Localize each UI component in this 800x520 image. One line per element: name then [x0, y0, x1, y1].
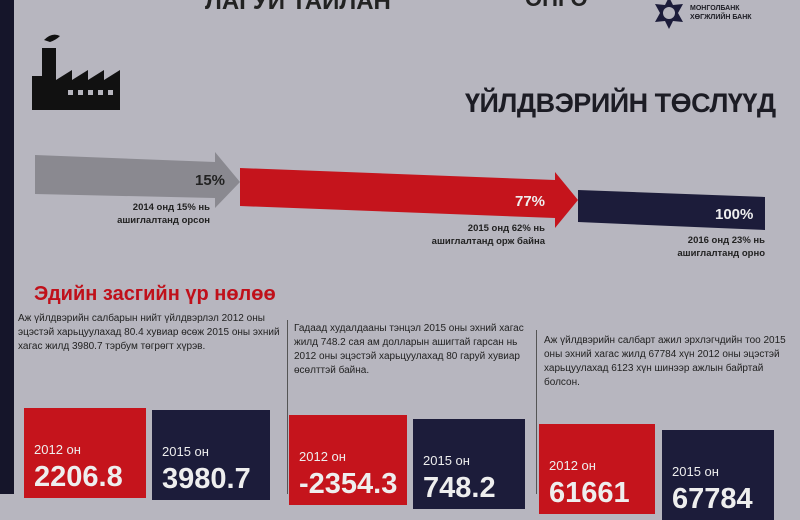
progress-arrows	[35, 152, 765, 230]
stage-arrow-2	[240, 168, 578, 228]
section-title: ҮЙЛДВЭРИЙН ТӨСЛҮҮД	[465, 88, 776, 118]
column-divider	[287, 320, 288, 494]
bank-logo: МОНГОЛБАНК ХӨГЖЛИЙН БАНК	[652, 0, 792, 32]
stat-card-2012: 2012 он 2206.8	[24, 408, 146, 498]
photo-edge	[0, 0, 14, 494]
column-divider	[536, 330, 537, 494]
stage-arrow-1	[35, 152, 240, 208]
column-text: Аж үйлдвэрийн салбарын нийт үйлдвэрлэл 2…	[18, 313, 280, 352]
stage-caption: 2015 онд 62% нь ашиглалтанд орж байна	[431, 223, 545, 247]
column-text: Аж үйлдвэрийн салбарт ажил эрхлэгчдийн т…	[544, 335, 786, 388]
stage-caption: 2016 онд 23% нь ашиглалтанд орно	[677, 235, 765, 259]
logo-emblem-icon	[655, 0, 683, 29]
stage-percent: 15%	[195, 172, 226, 189]
report-title-right: ӨНГӨ	[525, 0, 588, 12]
report-title: ЛАГУЙ ТАЙЛАН	[205, 0, 391, 15]
stat-card-2015: 2015 он 748.2	[413, 419, 525, 509]
stat-card-2012: 2012 он -2354.3	[289, 415, 407, 505]
logo-text: МОНГОЛБАНК	[690, 5, 740, 12]
stage-percent: 100%	[715, 206, 754, 223]
logo-text: ХӨГЖЛИЙН БАНК	[690, 14, 752, 21]
stat-card-2015: 2015 он 3980.7	[152, 410, 270, 500]
stage-arrow-3	[578, 190, 765, 230]
stage-percent: 77%	[515, 193, 546, 210]
section-title: Эдийн засгийн үр нөлөө	[34, 283, 276, 305]
column-text: Гадаад худалдааны тэнцэл 2015 оны эхний …	[294, 323, 524, 376]
stage-caption: 2014 онд 15% нь ашиглалтанд орсон	[117, 202, 210, 226]
stat-card-2015: 2015 он 67784	[662, 430, 774, 520]
factory-icon	[32, 34, 120, 110]
stat-card-2012: 2012 он 61661	[539, 424, 655, 514]
